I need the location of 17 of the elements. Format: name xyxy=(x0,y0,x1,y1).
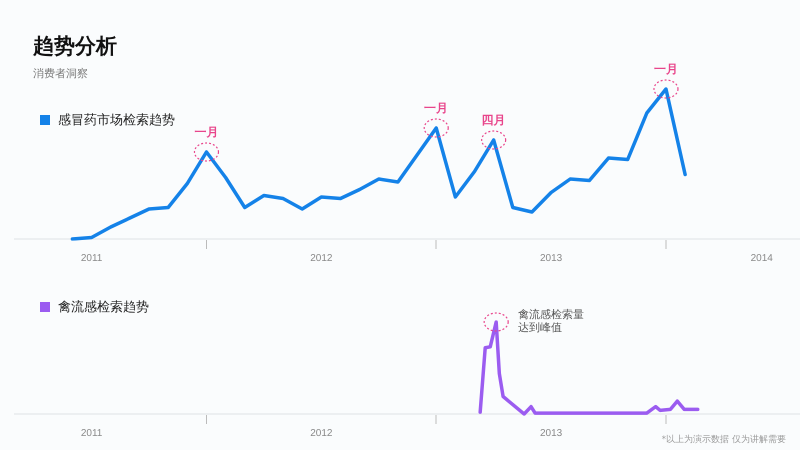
legend-label: 禽流感检索趋势 xyxy=(58,299,149,316)
chart-subtitle: 消费者洞察 xyxy=(33,66,88,81)
x-tick-label: 2013 xyxy=(540,252,563,264)
chart-title: 趋势分析 xyxy=(33,33,117,60)
x-tick-label: 2014 xyxy=(750,252,774,264)
annotation: 一月 xyxy=(654,62,678,76)
annotation: 一月 xyxy=(424,101,448,116)
x-tick-label: 2012 xyxy=(310,428,333,439)
x-tick-label: 2011 xyxy=(80,252,103,264)
x-tick-label: 2012 xyxy=(310,252,333,264)
text: *以上为演示数据 仅为讲解需要 xyxy=(662,434,786,446)
legend-label: 感冒药市场检索趋势 xyxy=(58,112,175,129)
annotation: 四月 xyxy=(482,113,506,128)
annotation: 禽流感检索量达到峰值 xyxy=(518,308,584,334)
annotation: 一月 xyxy=(194,125,218,140)
x-tick-label: 2011 xyxy=(80,428,103,439)
x-tick-label: 2013 xyxy=(540,428,563,439)
